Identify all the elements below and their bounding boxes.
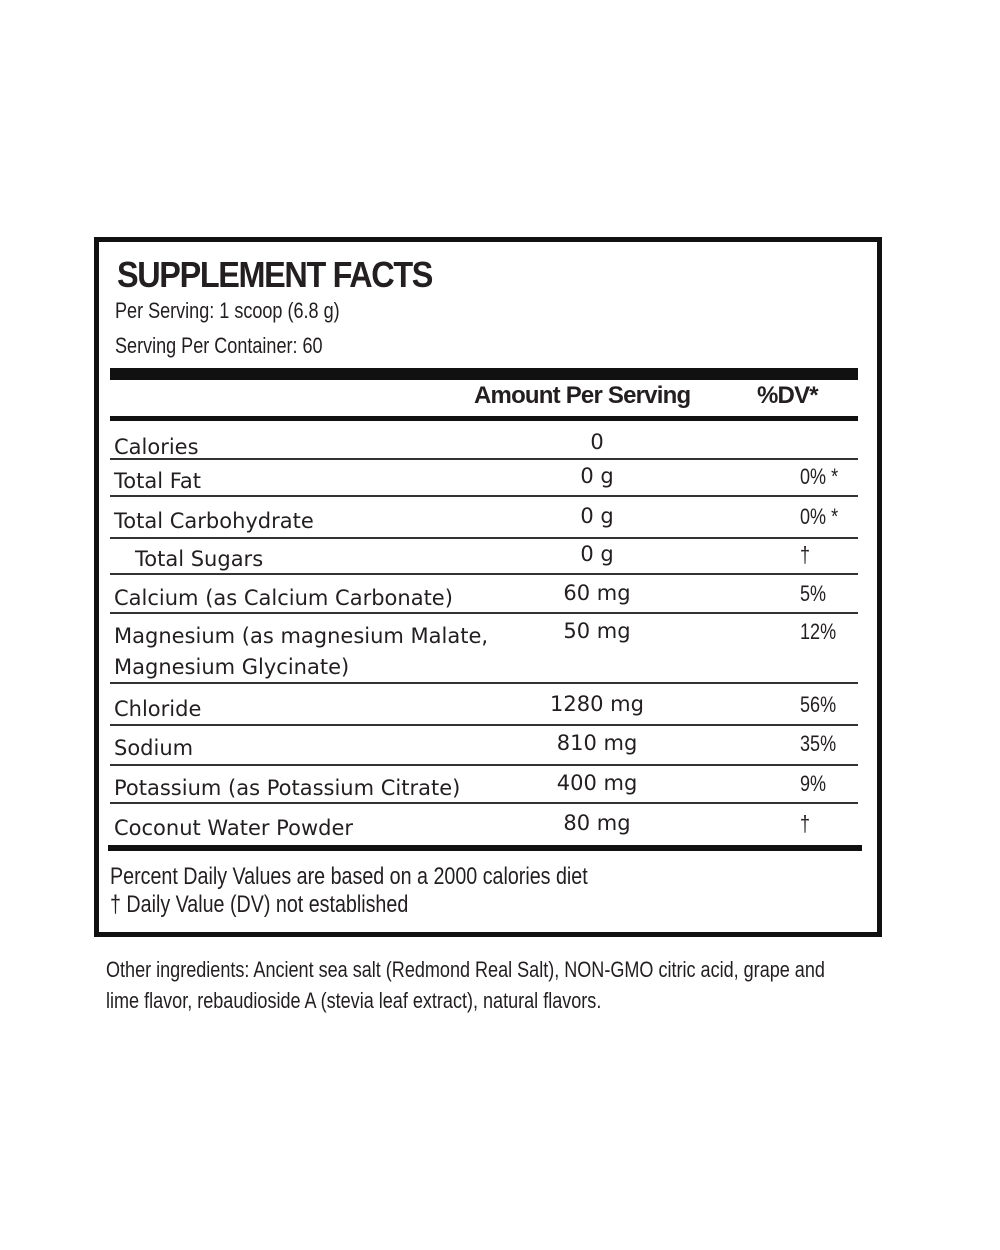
footnote: † Daily Value (DV) not established (110, 891, 409, 918)
other-ingredients: Other ingredients: Ancient sea salt (Red… (106, 957, 825, 982)
daily-value: 0% * (800, 464, 839, 489)
daily-value: 12% (800, 619, 837, 644)
daily-value: 0% * (800, 504, 839, 529)
amount: 400 mg (556, 771, 638, 795)
row-divider (110, 495, 858, 497)
nutrient-name: Sodium (114, 736, 194, 760)
amount: 1280 mg (550, 692, 644, 716)
nutrient-name: Potassium (as Potassium Citrate) (114, 776, 461, 800)
daily-value: 35% (800, 731, 837, 756)
amount: 0 g (580, 542, 614, 566)
daily-value: † (800, 811, 811, 836)
nutrient-name: Total Fat (114, 469, 201, 493)
column-header: Amount Per Serving (474, 382, 691, 409)
facts-panel (94, 237, 882, 937)
footnote: Percent Daily Values are based on a 2000… (110, 863, 588, 890)
serving-size: Per Serving: 1 scoop (6.8 g) (115, 298, 340, 323)
row-divider (110, 612, 858, 614)
daily-value: 56% (800, 692, 837, 717)
row-divider (110, 724, 858, 726)
amount: 0 g (580, 464, 614, 488)
row-divider (110, 764, 858, 766)
nutrient-name: Total Sugars (135, 547, 264, 571)
amount: 0 (590, 430, 604, 454)
other-ingredients: lime flavor, rebaudioside A (stevia leaf… (106, 988, 602, 1013)
amount: 80 mg (563, 811, 631, 835)
nutrient-name: Calories (114, 435, 199, 459)
nutrient-name: Calcium (as Calcium Carbonate) (114, 586, 453, 610)
row-divider (110, 537, 858, 539)
amount: 810 mg (556, 731, 638, 755)
panel-title: SUPPLEMENT FACTS (117, 254, 433, 295)
nutrient-name: Chloride (114, 697, 202, 721)
nutrient-name: Total Carbohydrate (114, 509, 314, 533)
row-divider (110, 458, 858, 460)
row-divider (110, 682, 858, 684)
daily-value: 5% (800, 581, 827, 606)
row-divider (110, 802, 858, 804)
nutrient-name: Magnesium (as magnesium Malate, Magnesiu… (114, 624, 489, 679)
nutrient-name: Coconut Water Powder (114, 816, 354, 840)
daily-value: 9% (800, 771, 827, 796)
row-divider (110, 573, 858, 575)
thick-rule (108, 845, 862, 851)
amount: 60 mg (563, 581, 631, 605)
column-header: %DV* (757, 382, 819, 409)
servings-per-container: Serving Per Container: 60 (115, 333, 323, 358)
daily-value: † (800, 542, 811, 567)
medium-rule (110, 416, 858, 421)
thick-rule (110, 368, 858, 380)
amount: 50 mg (563, 619, 631, 643)
amount: 0 g (580, 504, 614, 528)
